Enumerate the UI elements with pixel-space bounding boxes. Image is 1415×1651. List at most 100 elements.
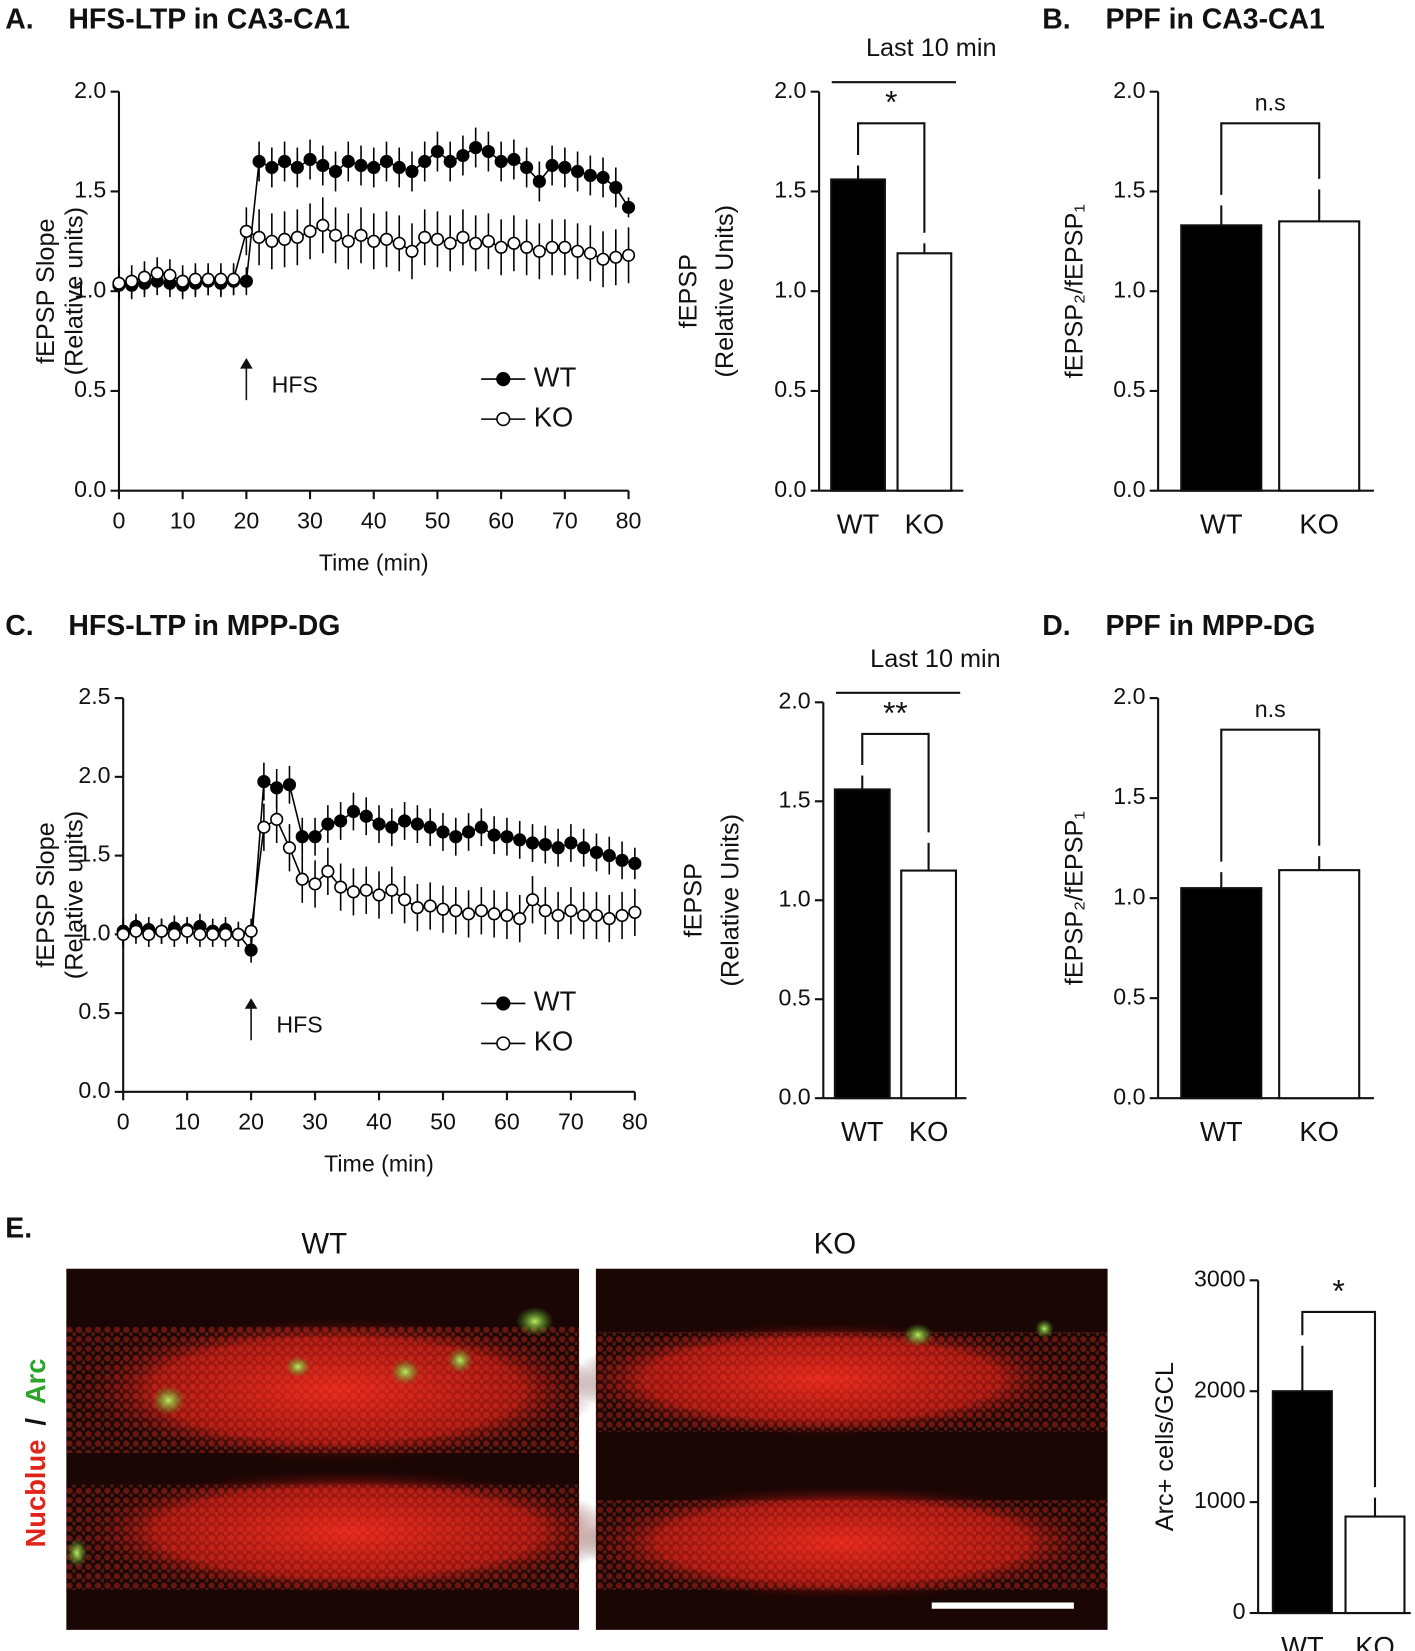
panel-label: B.	[1042, 4, 1070, 36]
y-tick-label: 0.0	[778, 1083, 810, 1109]
point	[316, 158, 330, 173]
point	[295, 872, 309, 886]
significance-label: n.s	[1255, 696, 1286, 722]
point	[295, 830, 309, 844]
point	[500, 830, 514, 844]
point	[436, 825, 450, 839]
x-tick-label: WT	[1200, 1116, 1243, 1147]
y-tick-label: 0	[1233, 1598, 1246, 1624]
point	[265, 234, 279, 248]
point	[520, 160, 534, 175]
point	[346, 885, 361, 899]
point	[163, 268, 177, 282]
x-tick-label: 10	[170, 507, 196, 533]
significance-bracket	[861, 732, 930, 833]
bar	[1271, 1390, 1333, 1615]
annotation: Last 10 min	[870, 645, 1001, 673]
point	[180, 924, 194, 938]
point	[392, 160, 406, 175]
y-axis-label: fEPSP	[680, 863, 708, 937]
point	[525, 893, 540, 907]
point	[244, 943, 258, 957]
x-tick-label: KO	[1299, 509, 1339, 540]
point	[481, 144, 495, 159]
point	[359, 883, 373, 897]
y-axis-label: (Relative Units)	[711, 205, 739, 378]
point	[188, 272, 202, 286]
point	[615, 853, 629, 867]
y-tick-label: 0.0	[774, 476, 806, 502]
point	[571, 164, 585, 179]
point	[577, 841, 591, 855]
y-tick-label: 0.0	[1113, 476, 1145, 502]
x-tick-label: 40	[361, 507, 387, 533]
point	[214, 272, 228, 286]
x-tick-label: WT	[841, 1116, 884, 1147]
point	[596, 252, 610, 266]
point	[385, 883, 399, 897]
y-axis-label: fEPSP₂/fEPSP₁	[1061, 204, 1089, 378]
point	[334, 880, 348, 894]
point	[487, 828, 501, 842]
point	[583, 168, 597, 183]
y-tick-label: 0.5	[1113, 983, 1145, 1009]
panel-label: D.	[1042, 610, 1070, 642]
point	[142, 927, 156, 941]
y-tick-label: 2.0	[774, 77, 806, 103]
y-tick-label: 2.0	[778, 687, 810, 713]
point	[346, 804, 361, 819]
point	[410, 901, 424, 915]
x-tick-label: 20	[233, 507, 259, 533]
point	[577, 908, 591, 923]
significance-bracket	[1301, 1310, 1377, 1488]
point	[558, 160, 572, 175]
point	[270, 812, 284, 826]
annotation: Last 10 min	[866, 34, 997, 62]
point	[303, 152, 317, 167]
panel-label: A.	[5, 4, 33, 36]
point	[583, 246, 597, 260]
point	[551, 841, 565, 855]
chart-title: HFS-LTP in MPP-DG	[68, 610, 340, 642]
chart-title: PPF in MPP-DG	[1105, 610, 1315, 642]
x-tick-label: WT	[1281, 1631, 1324, 1651]
point	[628, 856, 642, 871]
point	[456, 230, 470, 244]
point	[456, 148, 470, 163]
x-tick-label: 80	[616, 507, 642, 533]
y-tick-label: 0.0	[78, 1077, 110, 1103]
y-axis-label: fEPSP Slope	[32, 822, 60, 968]
point	[558, 240, 572, 254]
x-tick-label: 20	[238, 1109, 264, 1135]
x-axis-label: Time (min)	[324, 1151, 434, 1177]
legend-label: WT	[534, 361, 577, 392]
y-tick-label: 1.5	[774, 177, 806, 203]
bar	[833, 788, 891, 1100]
point	[334, 814, 348, 828]
point	[423, 820, 437, 834]
point	[239, 274, 253, 288]
y-tick-label: 1.0	[778, 885, 810, 911]
y-tick-label: 2.0	[1113, 683, 1145, 709]
point	[481, 234, 495, 248]
point	[436, 902, 450, 916]
y-tick-label: 0.5	[774, 376, 806, 402]
micrograph-ko	[568, 1268, 1108, 1630]
legend-label: KO	[534, 401, 574, 432]
point	[405, 164, 419, 179]
x-tick-label: WT	[837, 509, 880, 540]
y-tick-label: 1.0	[78, 919, 110, 945]
bar	[830, 178, 886, 492]
x-tick-label: 70	[552, 507, 578, 533]
point	[532, 244, 546, 258]
chart-title: PPF in CA3-CA1	[1105, 4, 1324, 36]
point	[545, 240, 559, 254]
point	[206, 927, 220, 941]
bar	[900, 869, 958, 1100]
x-tick-label: 80	[622, 1109, 648, 1135]
y-tick-label: 0.5	[1113, 376, 1145, 402]
point	[244, 924, 258, 938]
point	[418, 154, 432, 169]
